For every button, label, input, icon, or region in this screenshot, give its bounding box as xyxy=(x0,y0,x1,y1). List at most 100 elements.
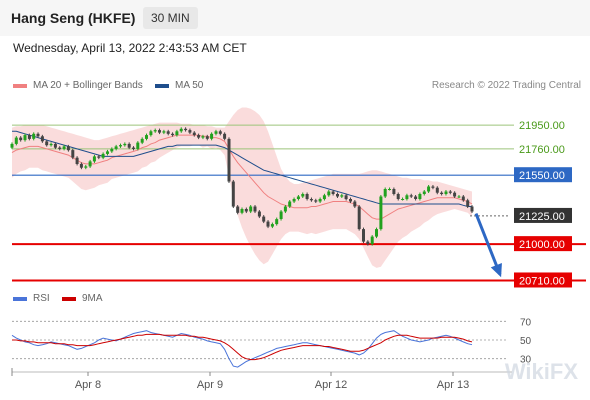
candle-body-77 xyxy=(344,195,348,200)
legend-rsi: RSI xyxy=(13,293,50,304)
candle-body-73 xyxy=(327,191,331,196)
candle-body-25 xyxy=(119,145,122,147)
candle-body-15 xyxy=(75,157,79,164)
candle-body-43 xyxy=(197,135,201,138)
chart-datetime: Wednesday, April 13, 2022 2:43:53 AM CET xyxy=(13,41,247,55)
candle-body-76 xyxy=(340,195,344,197)
candle-body-91 xyxy=(405,195,409,200)
candle-body-2 xyxy=(19,137,23,141)
candle-body-53 xyxy=(240,209,244,213)
legend-rsi-swatch xyxy=(13,296,27,301)
chart-credit: Research © 2022 Trading Central xyxy=(431,80,581,91)
candle-body-7 xyxy=(40,136,44,142)
candle-body-24 xyxy=(114,146,118,149)
rsi-tick-30: 30 xyxy=(520,355,532,366)
candle-body-61 xyxy=(275,219,279,225)
candle-body-51 xyxy=(231,181,235,207)
candle-body-47 xyxy=(214,131,218,134)
level-label-21550.00: 21550.00 xyxy=(519,170,565,182)
candle-body-32 xyxy=(149,131,153,136)
candle-body-104 xyxy=(461,196,465,201)
candle-body-55 xyxy=(249,206,253,212)
candle-body-20 xyxy=(97,156,101,158)
candle-body-60 xyxy=(270,224,274,227)
candle-body-86 xyxy=(383,189,387,197)
candle-body-80 xyxy=(357,206,361,230)
candle-body-0 xyxy=(10,143,14,148)
timeframe-button[interactable]: 30 MIN xyxy=(143,7,198,29)
legend-rsi-label: RSI xyxy=(33,293,50,304)
candle-body-22 xyxy=(106,151,109,154)
candle-body-98 xyxy=(435,187,439,193)
candle-body-93 xyxy=(414,196,418,199)
candle-body-78 xyxy=(349,199,352,202)
candle-body-44 xyxy=(201,136,205,138)
legend-ma50-swatch xyxy=(155,83,169,88)
candle-body-84 xyxy=(375,229,378,237)
candle-body-5 xyxy=(32,133,36,139)
candle-body-8 xyxy=(45,141,49,146)
candle-body-16 xyxy=(79,163,83,168)
candle-body-101 xyxy=(448,191,452,193)
candle-body-18 xyxy=(88,161,92,167)
rsi-tick-70: 70 xyxy=(520,317,532,328)
instrument-title: Hang Seng (HKFE) xyxy=(11,10,136,26)
candle-body-59 xyxy=(266,221,270,227)
candle-body-4 xyxy=(27,135,31,139)
candle-body-64 xyxy=(288,201,292,207)
candle-body-68 xyxy=(305,194,309,199)
legend-ma20: MA 20 + Bollinger Bands xyxy=(13,80,143,91)
bollinger-band xyxy=(12,107,472,268)
candle-body-50 xyxy=(227,138,231,182)
level-label-box-21550.00 xyxy=(514,167,572,183)
candle-body-17 xyxy=(84,166,88,168)
candle-body-42 xyxy=(192,132,196,136)
candle-body-27 xyxy=(127,143,131,148)
candle-body-41 xyxy=(188,130,192,133)
candle-body-21 xyxy=(101,153,105,158)
candle-body-89 xyxy=(396,194,400,199)
candle-body-74 xyxy=(331,191,335,194)
candle-body-13 xyxy=(66,146,70,151)
candle-body-100 xyxy=(444,191,448,194)
candle-body-56 xyxy=(253,206,257,212)
candle-body-9 xyxy=(49,143,53,146)
candle-body-28 xyxy=(132,147,135,149)
candle-body-35 xyxy=(162,131,166,133)
candle-body-6 xyxy=(36,133,40,137)
candle-body-31 xyxy=(145,135,148,139)
candle-body-67 xyxy=(301,194,305,197)
candle-body-79 xyxy=(353,201,357,207)
candle-body-26 xyxy=(123,143,127,146)
candle-body-94 xyxy=(418,194,422,199)
candle-body-82 xyxy=(366,241,370,245)
candle-body-72 xyxy=(322,195,326,200)
candle-body-3 xyxy=(23,135,27,141)
candle-body-97 xyxy=(431,186,435,188)
candle-body-1 xyxy=(14,137,18,144)
candle-body-46 xyxy=(210,133,214,139)
candle-body-92 xyxy=(409,195,413,197)
x-tick-label-2: Apr 12 xyxy=(315,379,347,391)
candle-body-102 xyxy=(453,192,457,197)
level-label-21760.00: 21760.00 xyxy=(519,144,565,156)
candle-body-62 xyxy=(279,211,283,219)
candle-body-96 xyxy=(427,186,431,192)
legend-ma20-swatch xyxy=(13,83,27,88)
candle-body-29 xyxy=(136,142,140,149)
legend-9ma-label: 9MA xyxy=(82,293,103,304)
candle-body-52 xyxy=(236,206,240,213)
x-tick-label-3: Apr 13 xyxy=(437,379,469,391)
level-label-box-20710.00 xyxy=(514,272,572,288)
candle-body-81 xyxy=(362,229,365,242)
candle-body-95 xyxy=(422,191,426,194)
level-label-21225.00: 21225.00 xyxy=(519,211,565,223)
candle-body-54 xyxy=(244,209,248,212)
rsi-tick-50: 50 xyxy=(520,336,532,347)
legend-ma50-label: MA 50 xyxy=(175,80,204,91)
level-label-box-21000.00 xyxy=(514,236,572,252)
level-label-20710.00: 20710.00 xyxy=(519,275,565,287)
candle-body-66 xyxy=(296,196,300,199)
candle-body-38 xyxy=(175,131,179,136)
